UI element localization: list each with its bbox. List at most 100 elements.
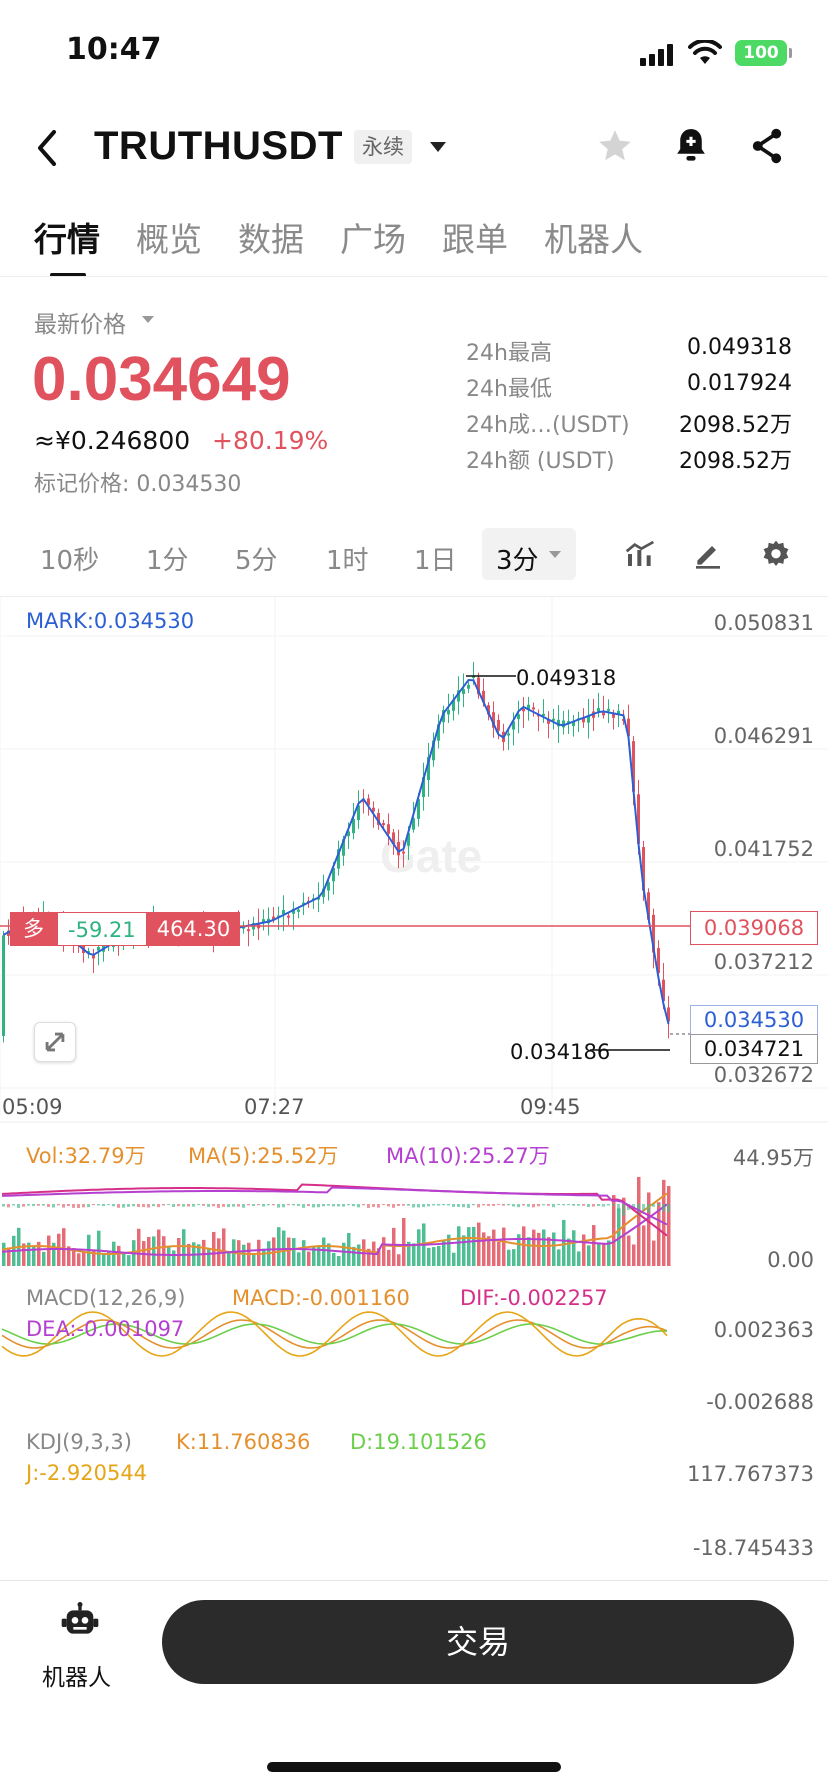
trade-button[interactable]: 交易 bbox=[162, 1600, 794, 1684]
price-type-dropdown-icon[interactable] bbox=[142, 316, 154, 323]
symbol-dropdown-icon[interactable] bbox=[430, 142, 446, 152]
tab-market[interactable]: 行情 bbox=[34, 220, 100, 259]
robot-button-label[interactable]: 机器人 bbox=[42, 1665, 111, 1691]
candle bbox=[422, 776, 425, 798]
macd-hist-bar bbox=[162, 1204, 165, 1206]
volume-bar bbox=[647, 1192, 651, 1266]
macd-hist-bar bbox=[182, 1204, 185, 1207]
draw-pen-icon[interactable] bbox=[692, 538, 724, 570]
volume-bar bbox=[77, 1253, 81, 1266]
volume-bar bbox=[377, 1248, 381, 1266]
volume-bar bbox=[342, 1242, 346, 1266]
y-axis-label-1: 0.050831 bbox=[713, 611, 814, 635]
macd-hist-bar bbox=[77, 1204, 80, 1208]
volume-bar bbox=[622, 1197, 626, 1266]
macd-hist-bar bbox=[402, 1204, 405, 1206]
volume-bar bbox=[667, 1186, 671, 1266]
volume-bar bbox=[312, 1246, 316, 1266]
volume-bar bbox=[447, 1234, 451, 1266]
timeframe-10s[interactable]: 10秒 bbox=[40, 546, 100, 576]
chart-settings-gear-icon[interactable] bbox=[760, 538, 792, 570]
volume-ma10: MA(10):25.27万 bbox=[386, 1144, 550, 1168]
back-arrow-icon[interactable] bbox=[34, 128, 60, 168]
star-icon[interactable] bbox=[595, 127, 635, 165]
robot-icon[interactable] bbox=[60, 1602, 100, 1642]
macd-hist-bar bbox=[642, 1204, 645, 1211]
y-axis-label-2: 0.046291 bbox=[713, 724, 814, 748]
macd-hist-bar bbox=[122, 1204, 125, 1208]
macd-hist-bar bbox=[147, 1204, 150, 1208]
candle bbox=[87, 951, 90, 954]
timeframe-1h[interactable]: 1时 bbox=[326, 546, 369, 576]
candle bbox=[452, 700, 455, 711]
candle bbox=[657, 948, 660, 974]
timeframe-selected-label[interactable]: 3分 bbox=[496, 546, 539, 576]
macd-hist-bar bbox=[292, 1204, 295, 1206]
candle bbox=[607, 708, 610, 711]
volume-bar bbox=[202, 1239, 206, 1266]
macd-hist-bar bbox=[17, 1204, 20, 1208]
timeframe-1m[interactable]: 1分 bbox=[146, 546, 189, 576]
expand-arrows-icon bbox=[45, 1032, 65, 1052]
macd-hist-bar bbox=[647, 1204, 650, 1213]
macd-hist-bar bbox=[377, 1204, 380, 1208]
timeframe-1d[interactable]: 1日 bbox=[414, 546, 457, 576]
timeframe-dropdown-icon[interactable] bbox=[549, 551, 561, 558]
macd-hist-bar bbox=[237, 1204, 240, 1207]
volume-bar bbox=[2, 1242, 6, 1266]
macd-hist-bar bbox=[517, 1204, 520, 1208]
candle bbox=[602, 712, 605, 716]
kdj-k: K:11.760836 bbox=[176, 1430, 311, 1454]
volume-bar bbox=[297, 1252, 301, 1266]
candle bbox=[492, 712, 495, 728]
macd-hist-bar bbox=[337, 1204, 340, 1207]
candle bbox=[392, 832, 395, 844]
volume-bar bbox=[487, 1236, 491, 1266]
volume-bar bbox=[27, 1242, 31, 1266]
tab-bots[interactable]: 机器人 bbox=[544, 220, 643, 259]
macd-hist-bar bbox=[607, 1204, 610, 1206]
candle bbox=[262, 919, 265, 924]
macd-hist-bar bbox=[387, 1204, 390, 1207]
macd-hist-bar bbox=[172, 1204, 175, 1207]
timeframe-5m[interactable]: 5分 bbox=[235, 546, 278, 576]
candle bbox=[412, 818, 415, 830]
macd-hist-bar bbox=[422, 1204, 425, 1208]
x-axis-time-2: 07:27 bbox=[244, 1095, 305, 1119]
kdj-d-line bbox=[1, 1323, 668, 1345]
tab-overview[interactable]: 概览 bbox=[136, 220, 202, 259]
volume-bar bbox=[602, 1243, 606, 1266]
macd-hist-bar bbox=[217, 1204, 220, 1208]
position-indicator[interactable]: 多 -59.21 464.30 bbox=[10, 912, 241, 946]
tab-data[interactable]: 数据 bbox=[238, 220, 304, 259]
candle bbox=[552, 718, 555, 721]
candle bbox=[282, 910, 285, 915]
tab-square[interactable]: 广场 bbox=[340, 220, 406, 259]
candle bbox=[472, 675, 475, 678]
tab-copy-trading[interactable]: 跟单 bbox=[442, 220, 508, 259]
symbol-title[interactable]: TRUTHUSDT bbox=[94, 124, 343, 168]
latest-price-label[interactable]: 最新价格 bbox=[34, 312, 126, 338]
stat-turnover-label: 24h额 (USDT) bbox=[466, 449, 615, 474]
volume-bar bbox=[207, 1249, 211, 1266]
volume-bar bbox=[137, 1228, 141, 1266]
volume-bar bbox=[577, 1251, 581, 1266]
volume-bar bbox=[127, 1255, 131, 1266]
position-price-tag: 0.039068 bbox=[690, 911, 818, 945]
indicators-icon[interactable] bbox=[624, 538, 656, 570]
macd-hist-bar bbox=[107, 1204, 110, 1206]
macd-hist-bar bbox=[252, 1204, 255, 1207]
macd-hist-bar bbox=[587, 1204, 590, 1208]
fullscreen-button[interactable] bbox=[34, 1022, 76, 1062]
macd-hist-bar bbox=[32, 1204, 35, 1207]
macd-hist-bar bbox=[222, 1204, 225, 1207]
candle bbox=[367, 798, 370, 806]
kline-chart[interactable]: Gate bbox=[0, 596, 828, 1580]
candle bbox=[652, 914, 655, 953]
volume-bar bbox=[102, 1254, 106, 1266]
volume-bar bbox=[652, 1240, 656, 1266]
price-alert-bell-icon[interactable] bbox=[672, 126, 710, 166]
candle bbox=[287, 915, 290, 918]
macd-hist-bar bbox=[352, 1204, 355, 1207]
share-icon[interactable] bbox=[748, 126, 786, 166]
